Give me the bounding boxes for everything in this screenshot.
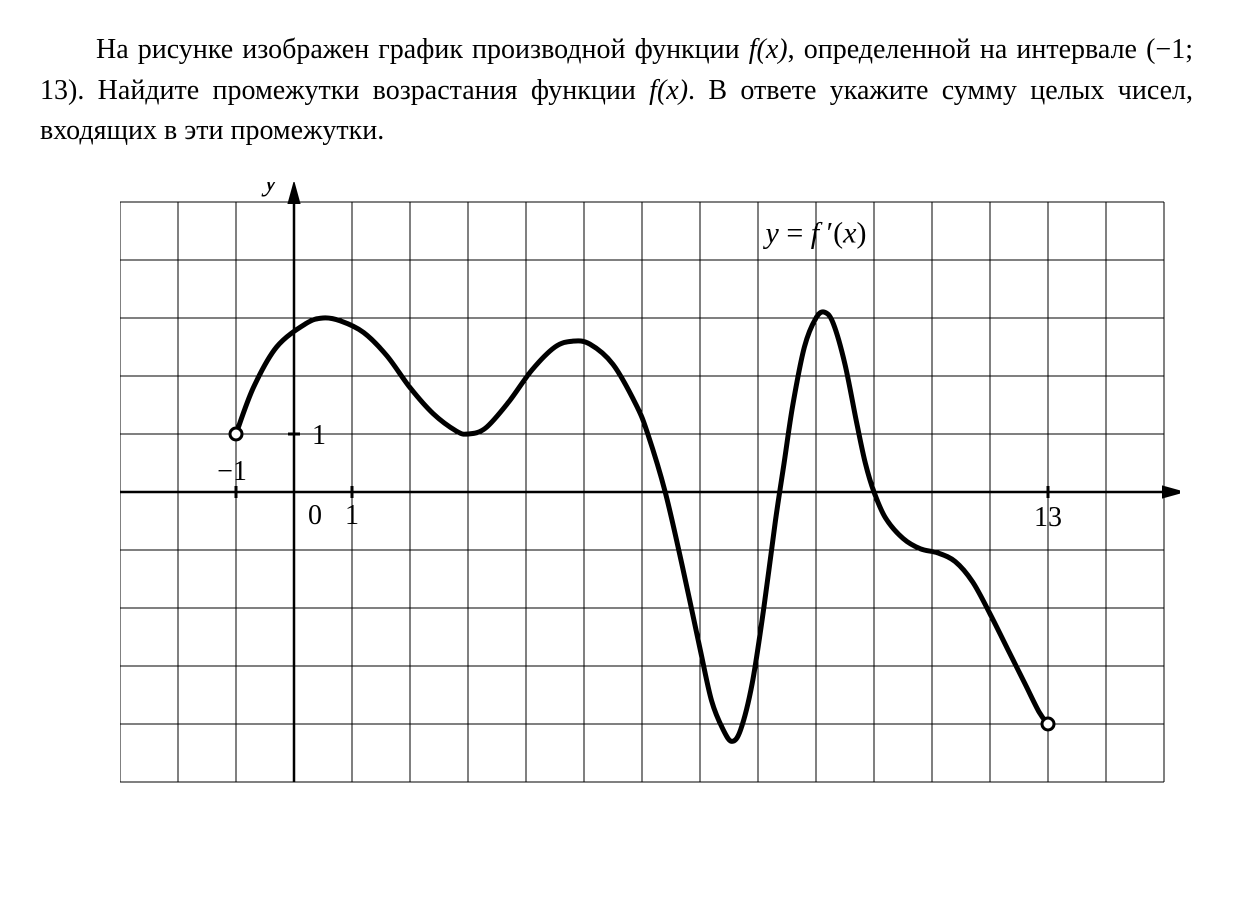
- chart-container: xy−111310y = f ′(x): [120, 182, 1193, 802]
- axes: [120, 182, 1180, 782]
- origin-label: 0: [308, 500, 322, 531]
- x-tick-label: 1: [345, 500, 359, 531]
- open-endpoint: [1042, 718, 1054, 730]
- open-endpoint: [230, 428, 242, 440]
- text-part-1: На рисунке изображен график производной …: [96, 34, 749, 65]
- y-axis-label: y: [261, 182, 278, 197]
- math-fx-1: f(x): [749, 34, 788, 65]
- ticks: −111310: [217, 420, 1062, 533]
- derivative-chart: xy−111310y = f ′(x): [120, 182, 1180, 802]
- y-tick-label: 1: [312, 420, 326, 451]
- math-fx-2: f(x): [649, 75, 688, 106]
- text-part-3: . Найдите промежутки возрастания функции: [77, 75, 649, 106]
- text-part-2: , определенной на интервале: [788, 34, 1147, 65]
- x-tick-label: −1: [217, 456, 247, 487]
- problem-statement: На рисунке изображен график производной …: [40, 30, 1193, 152]
- x-tick-label: 13: [1034, 502, 1062, 533]
- function-label: y = f ′(x): [763, 216, 867, 249]
